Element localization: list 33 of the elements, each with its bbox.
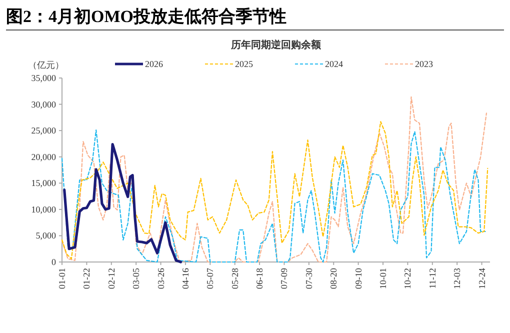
y-tick-label: 5,000 bbox=[36, 230, 56, 241]
x-tick-label: 12-03 bbox=[452, 268, 462, 289]
chart-title: 图2：4月初OMO投放走低符合季节性 bbox=[6, 7, 286, 26]
y-tick-label: 15,000 bbox=[31, 178, 56, 188]
legend-label: 2024 bbox=[325, 59, 344, 69]
y-tick-label: 20,000 bbox=[31, 152, 56, 162]
legend-label: 2025 bbox=[235, 59, 254, 69]
x-tick-label: 03-05 bbox=[131, 268, 142, 289]
legend-label: 2026 bbox=[145, 59, 164, 69]
x-tick-label: 09-10 bbox=[353, 268, 364, 289]
x-tick-label: 12-24 bbox=[476, 268, 487, 289]
x-tick-label: 02-12 bbox=[106, 268, 116, 289]
x-tick-label: 01-22 bbox=[82, 268, 92, 289]
x-tick-label: 08-20 bbox=[328, 268, 339, 289]
x-tick-label: 10-22 bbox=[402, 268, 413, 289]
x-tick-label: 05-28 bbox=[230, 268, 240, 289]
y-tick-label: 0 bbox=[52, 257, 56, 267]
x-tick-label: 10-01 bbox=[378, 268, 388, 289]
y-tick-label: 25,000 bbox=[31, 126, 56, 136]
x-tick-label: 07-30 bbox=[304, 268, 314, 289]
y-tick-label: 30,000 bbox=[31, 99, 56, 110]
y-tick-label: 10,000 bbox=[31, 204, 56, 214]
x-tick-label: 05-07 bbox=[205, 268, 216, 289]
x-tick-label: 01-01 bbox=[57, 268, 67, 289]
x-tick-label: 07-09 bbox=[279, 268, 290, 289]
x-tick-label: 04-16 bbox=[180, 268, 190, 289]
legend-label: 2023 bbox=[415, 59, 434, 69]
y-tick-label: 35,000 bbox=[31, 73, 56, 83]
y-axis-title: （亿元） bbox=[28, 60, 64, 70]
x-tick-label: 11-12 bbox=[427, 268, 438, 289]
x-tick-label: 06-18 bbox=[254, 268, 265, 289]
chart-subtitle: 历年同期逆回购余额 bbox=[230, 39, 322, 51]
x-tick-label: 03-26 bbox=[156, 268, 166, 289]
